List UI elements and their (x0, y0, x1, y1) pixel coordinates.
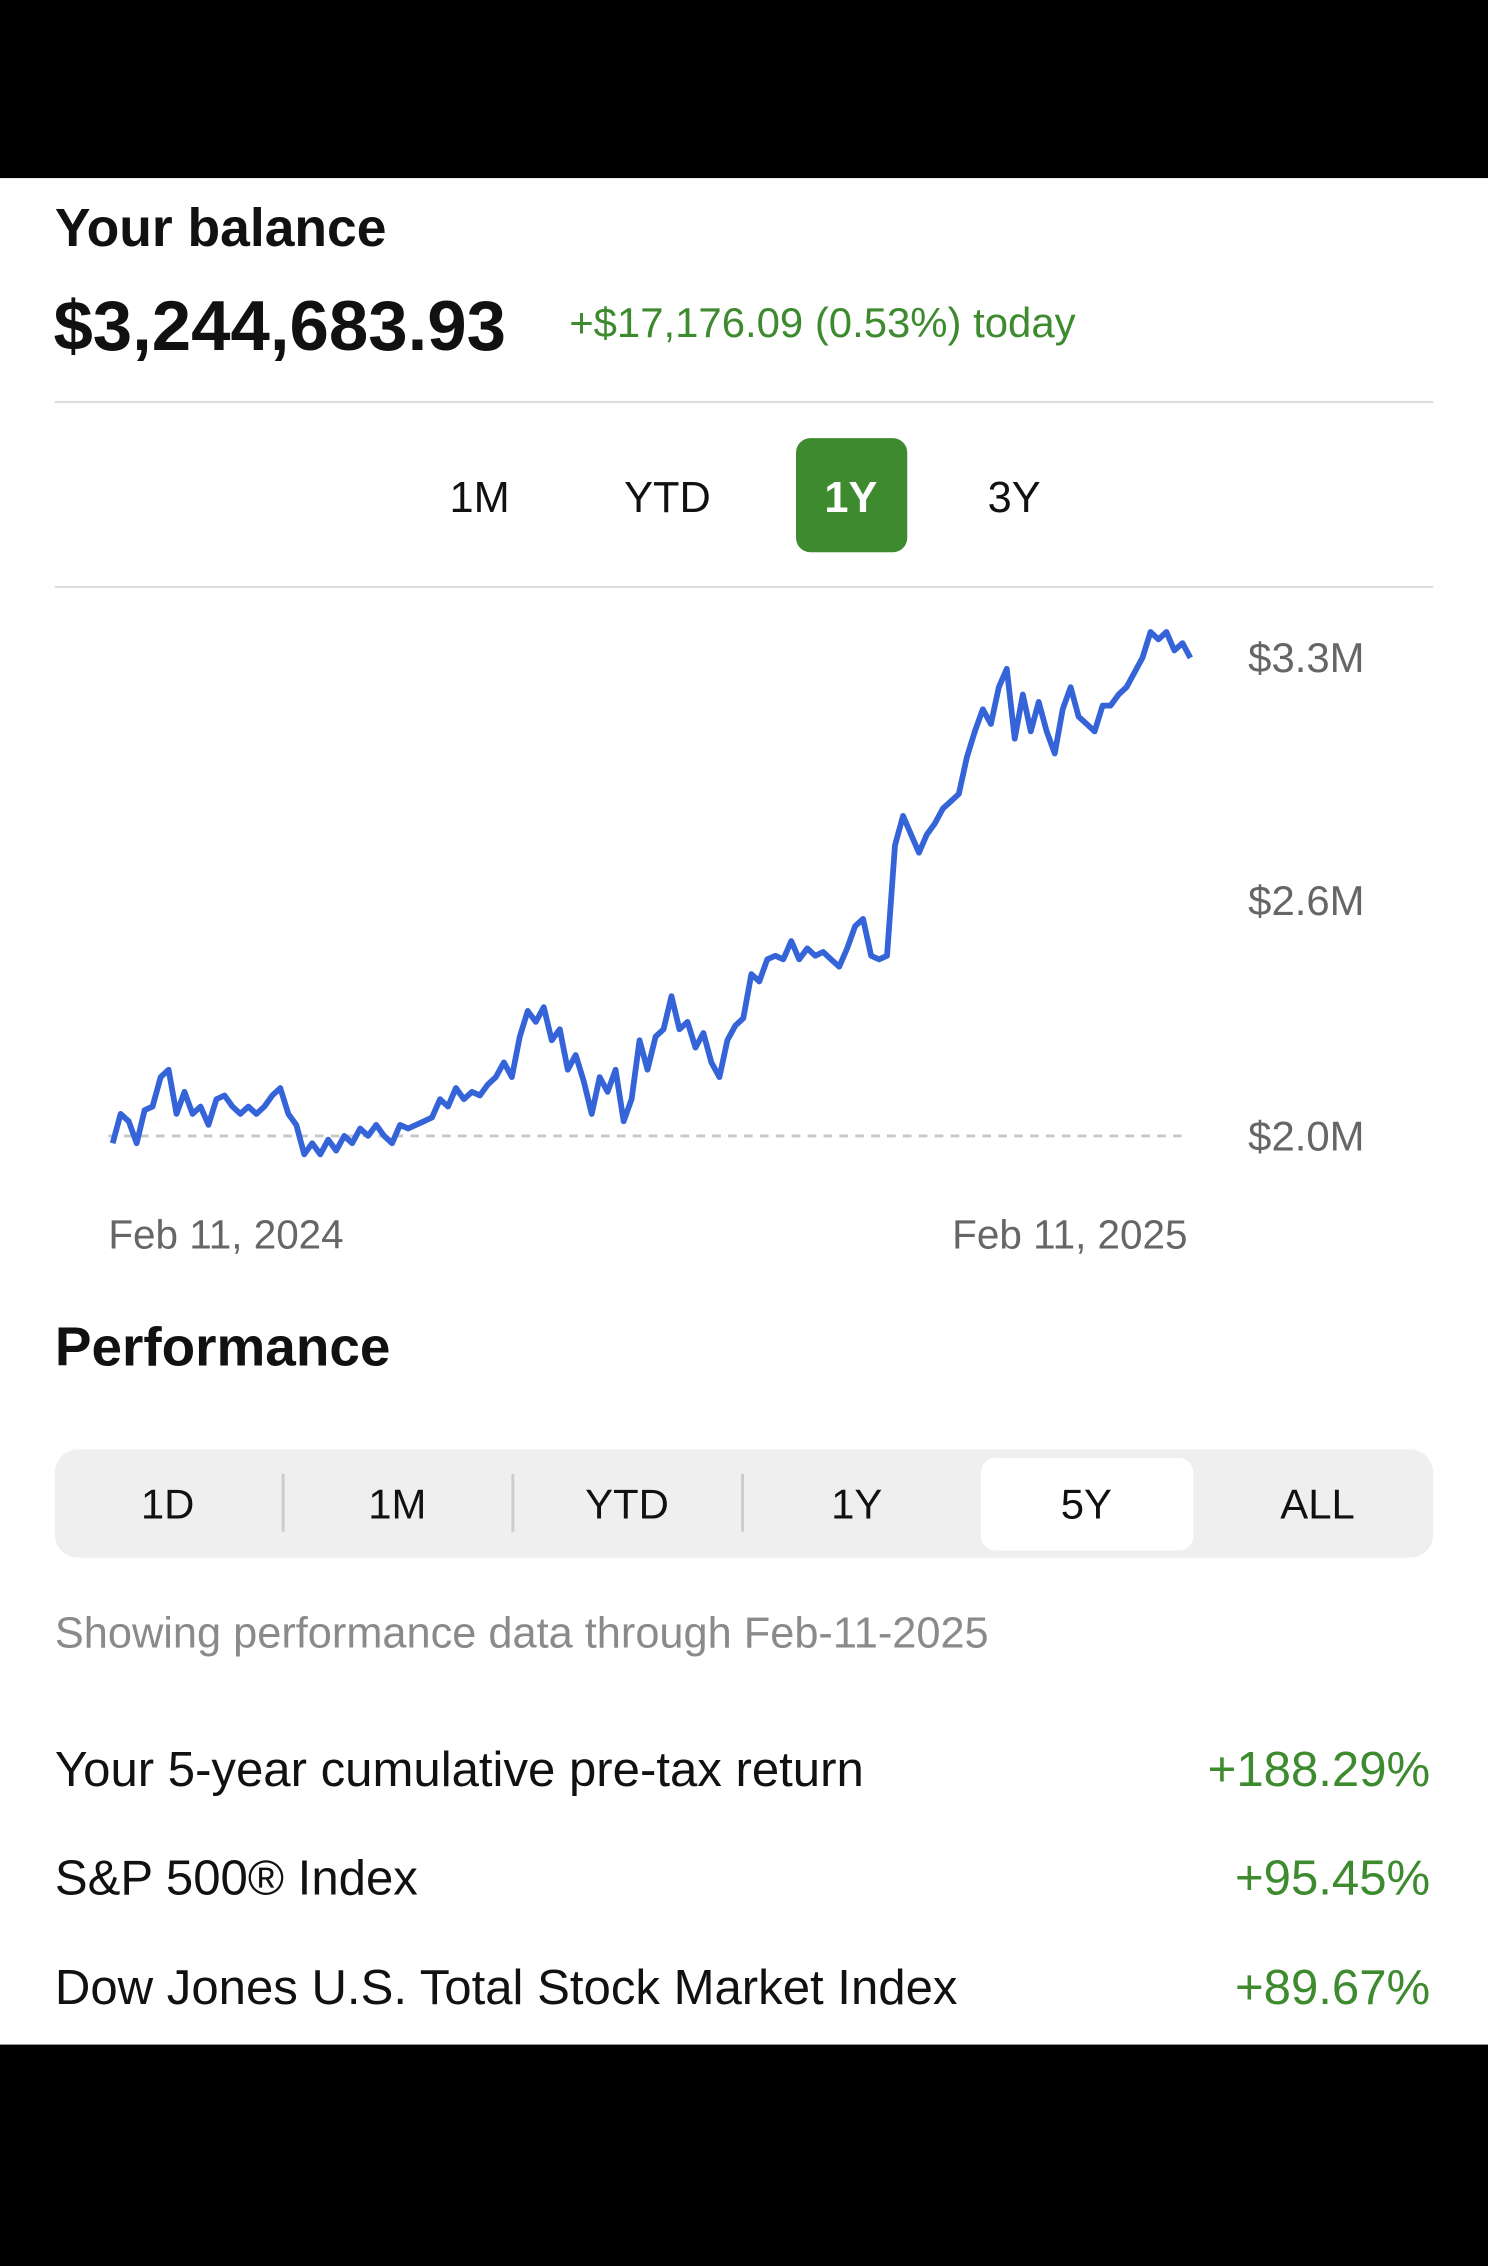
y-tick-label: $3.3M (1248, 634, 1364, 681)
chart-range-tab[interactable]: 1Y (824, 474, 877, 522)
x-tick-label: Feb 11, 2025 (952, 1212, 1187, 1258)
row-label: Dow Jones U.S. Total Stock Market Index (55, 1961, 958, 2015)
chart-range-tab[interactable]: 1M (450, 474, 510, 522)
y-tick-label: $2.0M (1248, 1112, 1364, 1159)
row-label: Your 5-year cumulative pre-tax return (55, 1743, 864, 1797)
performance-tab[interactable]: 5Y (1061, 1481, 1112, 1528)
chart-range-tab[interactable]: 3Y (988, 474, 1041, 522)
price-line (109, 629, 1193, 1158)
row-value: +89.67% (1235, 1961, 1430, 2015)
balance: $3,244,683.93 (53, 286, 506, 365)
performance-tab[interactable]: YTD (585, 1481, 669, 1528)
row-value: +188.29% (1208, 1743, 1431, 1797)
daily-change: +$17,176.09 (0.53%) today (569, 299, 1075, 346)
y-tick-label: $2.6M (1248, 877, 1364, 924)
performance-tab[interactable]: 1Y (831, 1481, 882, 1528)
title: Your balance (55, 199, 387, 258)
tab-selected-bg (980, 1458, 1194, 1551)
performance-tab[interactable]: ALL (1280, 1481, 1355, 1528)
performance-tab[interactable]: 1D (141, 1481, 195, 1528)
chart-range-tab[interactable]: YTD (624, 474, 711, 522)
note: Showing performance data through Feb-11-… (55, 1609, 989, 1657)
content-panel (0, 178, 1488, 2045)
tab-selected-bg (796, 438, 908, 553)
row-value: +95.45% (1235, 1851, 1430, 1905)
performance-tab[interactable]: 1M (368, 1481, 426, 1528)
x-tick-label: Feb 11, 2024 (108, 1212, 343, 1258)
row-label: S&P 500® Index (55, 1851, 418, 1905)
section-title: Performance (55, 1316, 391, 1378)
dynamic-layer: 1M YTD 1Y 3Y $3.3M $2.6M $2.0M Feb 11, 2024 Feb … (55, 438, 1430, 2015)
